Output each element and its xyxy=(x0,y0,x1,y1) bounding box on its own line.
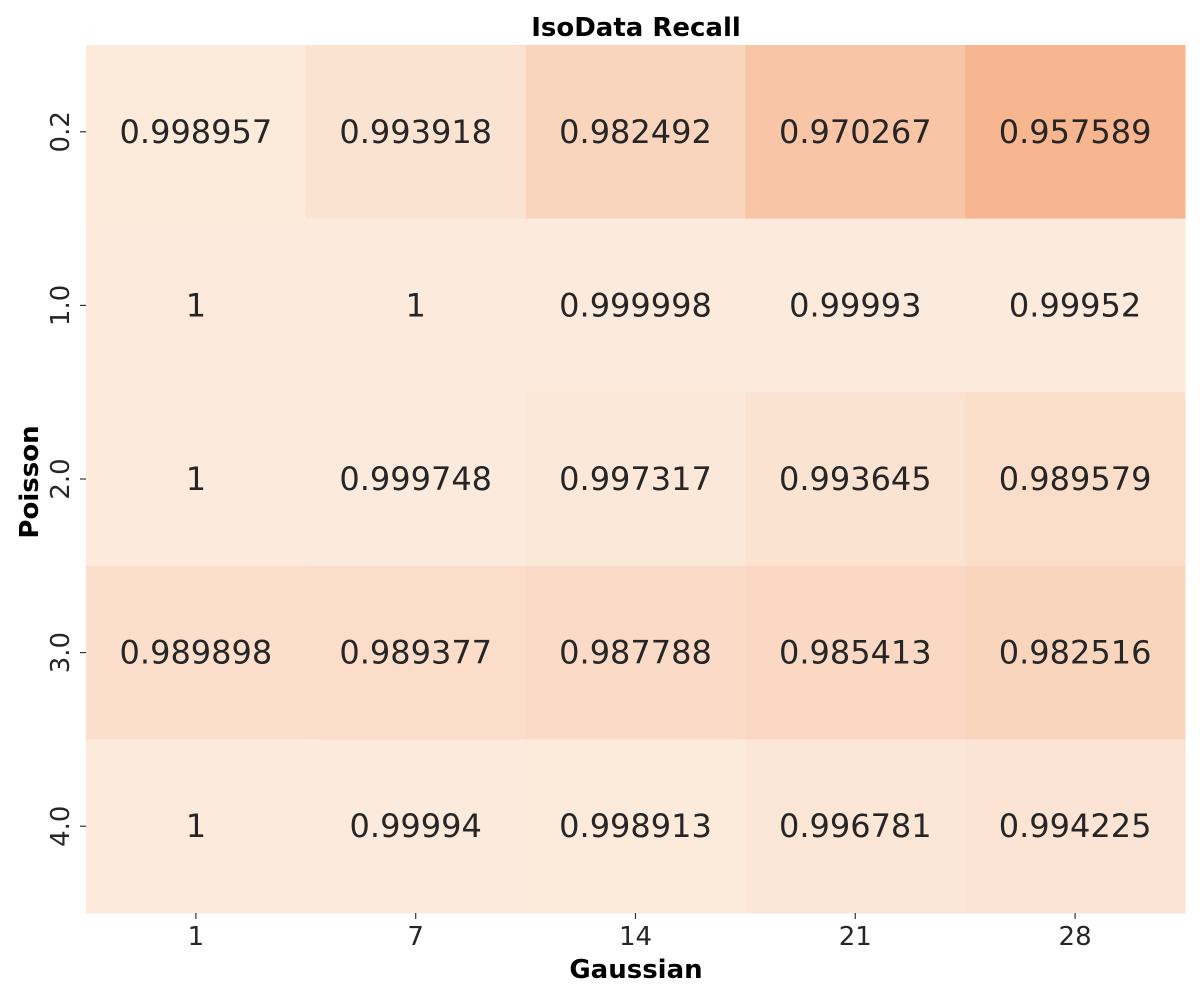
heatmap-cell-r3-c1 xyxy=(305,565,527,740)
cell-value-label: 0.998913 xyxy=(559,807,712,845)
y-axis-label: Poisson xyxy=(15,425,45,538)
cell-value-label: 0.957589 xyxy=(999,113,1152,151)
cell-value-label: 0.993918 xyxy=(339,113,492,151)
x-tick-label: 7 xyxy=(407,922,424,952)
cell-value-label: 0.998957 xyxy=(120,113,273,151)
heatmap-cell-r1-c1 xyxy=(305,218,527,393)
heatmap-cell-r0-c2 xyxy=(525,45,746,220)
heatmap-cell-r2-c0 xyxy=(86,392,307,567)
x-tick-label: 1 xyxy=(188,922,205,952)
cell-value-label: 0.994225 xyxy=(999,807,1152,845)
heatmap-cell-r2-c1 xyxy=(305,392,527,567)
cell-value-label: 1 xyxy=(186,286,206,324)
heatmap-cell-r1-c2 xyxy=(525,218,746,393)
heatmap-cell-r4-c2 xyxy=(525,739,746,914)
cell-value-label: 0.996781 xyxy=(779,807,932,845)
cell-value-label: 0.999998 xyxy=(559,286,712,324)
x-tick-label: 28 xyxy=(1059,922,1092,952)
cell-value-label: 0.989579 xyxy=(999,460,1152,498)
y-tick-label: 1.0 xyxy=(46,285,76,326)
chart-title: IsoData Recall xyxy=(531,13,741,43)
y-tick-label: 4.0 xyxy=(46,806,76,847)
x-tick-label: 14 xyxy=(619,922,652,952)
heatmap-cell-r0-c3 xyxy=(745,45,966,220)
x-axis-ticks: 1 7 14 21 28 xyxy=(188,913,1092,952)
heatmap-cell-r3-c4 xyxy=(965,565,1186,740)
cell-value-label: 0.970267 xyxy=(779,113,932,151)
cell-value-label: 0.99993 xyxy=(789,286,921,324)
cell-value-label: 0.989898 xyxy=(120,634,273,672)
heatmap-cell-r4-c0 xyxy=(86,739,307,914)
cell-value-label: 0.999748 xyxy=(339,460,492,498)
heatmap-cell-r1-c3 xyxy=(745,218,966,393)
y-tick-label: 0.2 xyxy=(46,111,76,152)
heatmap-cell-r2-c2 xyxy=(525,392,746,567)
cell-value-label: 0.997317 xyxy=(559,460,712,498)
cell-value-label: 0.987788 xyxy=(559,634,712,672)
heatmap-cell-r3-c2 xyxy=(525,565,746,740)
cell-value-label: 0.99994 xyxy=(350,807,482,845)
x-tick-label: 21 xyxy=(839,922,872,952)
heatmap-cell-r2-c4 xyxy=(965,392,1186,567)
cell-value-label: 0.993645 xyxy=(779,460,932,498)
y-axis-ticks: 0.2 1.0 2.0 3.0 4.0 xyxy=(46,111,86,847)
y-tick-label: 2.0 xyxy=(46,458,76,499)
heatmap-cell-r2-c3 xyxy=(745,392,966,567)
heatmap-cell-r4-c3 xyxy=(745,739,966,914)
cell-value-label: 0.982492 xyxy=(559,113,712,151)
x-axis-label: Gaussian xyxy=(569,955,702,985)
heatmap-cell-r4-c4 xyxy=(965,739,1186,914)
heatmap-cell-r3-c0 xyxy=(86,565,307,740)
heatmap-cell-r0-c1 xyxy=(305,45,527,220)
heatmap-cells xyxy=(86,45,1186,914)
cell-value-label: 1 xyxy=(186,460,206,498)
cell-value-label: 0.985413 xyxy=(779,634,932,672)
heatmap-cell-r3-c3 xyxy=(745,565,966,740)
cell-value-label: 1 xyxy=(406,286,426,324)
cell-value-label: 1 xyxy=(186,807,206,845)
y-tick-label: 3.0 xyxy=(46,632,76,673)
cell-value-label: 0.99952 xyxy=(1009,286,1141,324)
heatmap-cell-labels: 0.998957 0.993918 0.982492 0.970267 0.957589… xyxy=(120,113,1152,845)
heatmap-cell-r0-c4 xyxy=(965,45,1186,220)
heatmap-cell-r1-c0 xyxy=(86,218,307,393)
heatmap-cell-r1-c4 xyxy=(965,218,1186,393)
heatmap-cell-r4-c1 xyxy=(305,739,527,914)
cell-value-label: 0.982516 xyxy=(999,634,1152,672)
heatmap-cell-r0-c0 xyxy=(86,45,307,220)
cell-value-label: 0.989377 xyxy=(339,634,492,672)
